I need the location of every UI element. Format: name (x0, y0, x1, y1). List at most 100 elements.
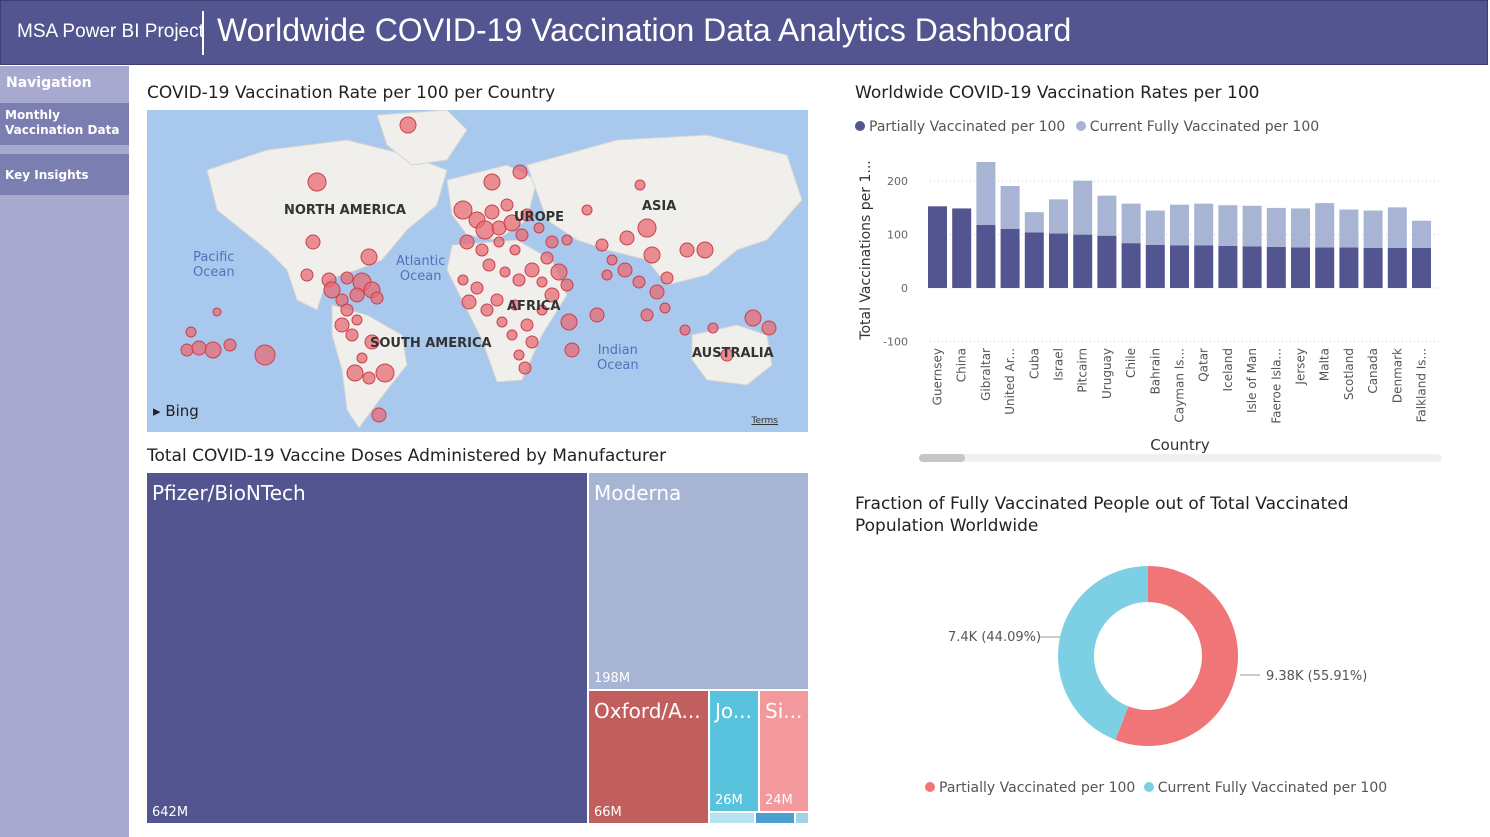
bar-fully[interactable] (1121, 203, 1141, 244)
bar-partial[interactable] (1073, 234, 1093, 288)
bar-fully[interactable] (1315, 203, 1335, 248)
bar-partial[interactable] (1315, 247, 1335, 288)
x-tick-label: Malta (1318, 348, 1332, 381)
bar-partial[interactable] (1000, 228, 1020, 288)
bar-partial[interactable] (1291, 247, 1310, 288)
bar-partial[interactable] (1121, 243, 1141, 288)
x-tick-label: Jersey (1294, 348, 1308, 386)
bar-partial[interactable] (1170, 245, 1189, 288)
treemap-tile-pfizer[interactable]: Pfizer/BioNTech 642M (147, 473, 587, 823)
treemap-tile-johnson[interactable]: Jo... 26M (710, 691, 758, 811)
legend-item-fully[interactable]: Current Fully Vaccinated per 100 (1143, 780, 1387, 796)
legend-swatch-partial (925, 782, 935, 792)
manufacturer-treemap: Pfizer/BioNTech 642M Moderna 198M Oxford… (147, 473, 808, 823)
legend-item-partial[interactable]: Partially Vaccinated per 100 (855, 119, 1065, 135)
bar-partial[interactable] (1412, 247, 1431, 288)
bar-fully[interactable] (1170, 204, 1189, 246)
y-axis-label: Total Vaccinations per 1... (858, 160, 874, 340)
nav-item-monthly-vaccination-data[interactable]: Monthly Vaccination Data (0, 103, 129, 145)
treemap-title: Total COVID-19 Vaccine Doses Administere… (147, 446, 667, 466)
bar-fully[interactable] (1266, 207, 1286, 247)
treemap-tile-moderna[interactable]: Moderna 198M (589, 473, 808, 689)
bar-fully[interactable] (976, 161, 996, 225)
x-tick-label: Falkland Is... (1415, 348, 1429, 422)
bar-partial[interactable] (1218, 245, 1238, 288)
nav-item-label-line2: Vaccination Data (5, 123, 120, 137)
bar-partial[interactable] (1363, 247, 1383, 288)
bar-partial[interactable] (1387, 247, 1407, 288)
treemap-tile-other-3[interactable] (796, 813, 808, 823)
project-name: MSA Power BI Project (17, 21, 204, 42)
continent-label-asia: ASIA (642, 199, 677, 214)
bar-partial[interactable] (1266, 246, 1286, 288)
y-tick-label: 0 (901, 282, 908, 295)
x-tick-label: Cayman Is... (1173, 348, 1187, 423)
legend-swatch-fully (1075, 121, 1086, 131)
legend-item-fully[interactable]: Current Fully Vaccinated per 100 (1075, 119, 1319, 135)
ocean-label-indian: Indian Ocean (597, 343, 639, 373)
x-tick-label: Guernsey (931, 348, 945, 405)
tile-name: Oxford/A... (594, 699, 701, 723)
bar-fully[interactable] (1194, 203, 1214, 246)
bar-fully[interactable] (1291, 208, 1310, 248)
legend-swatch-fully (1143, 782, 1154, 792)
x-tick-label: Denmark (1390, 348, 1404, 403)
bar-partial[interactable] (1024, 232, 1044, 288)
bar-partial[interactable] (1097, 235, 1117, 288)
donut-slice-fully[interactable] (1058, 566, 1148, 740)
bar-partial[interactable] (1242, 246, 1262, 288)
treemap-tile-oxford[interactable]: Oxford/A... 66M (589, 691, 708, 823)
treemap-tile-other-1[interactable] (710, 813, 754, 823)
treemap-tile-other-2[interactable] (756, 813, 794, 823)
bar-fully[interactable] (1073, 180, 1093, 235)
tile-name: Moderna (594, 481, 682, 505)
scrollbar-thumb[interactable] (919, 454, 965, 462)
legend-item-partial[interactable]: Partially Vaccinated per 100 (925, 780, 1135, 796)
bar-partial[interactable] (1339, 247, 1359, 288)
bar-fully[interactable] (1242, 205, 1262, 247)
donut-chart (1040, 566, 1260, 746)
bar-chart-scrollbar[interactable] (919, 454, 1442, 462)
tile-name: Si... (765, 699, 803, 723)
x-tick-label: Iceland (1221, 348, 1235, 391)
x-tick-label: Israel (1052, 348, 1066, 381)
y-tick-label: 200 (887, 175, 908, 188)
donut-legend: Partially Vaccinated per 100 Current Ful… (925, 780, 1387, 796)
bar-fully[interactable] (1218, 205, 1238, 246)
bar-fully[interactable] (1000, 186, 1020, 229)
tile-value: 66M (594, 805, 622, 820)
treemap-tile-sinopharm[interactable]: Si... 24M (760, 691, 808, 811)
bar-partial[interactable] (1145, 244, 1165, 288)
bing-logo: ▸ Bing (153, 402, 199, 420)
bar-fully[interactable] (1387, 207, 1407, 248)
bar-partial[interactable] (952, 208, 972, 288)
bubble-map[interactable]: NORTH AMERICA UROPE ASIA AFRICA SOUTH AM… (147, 110, 808, 432)
bar-partial[interactable] (1049, 233, 1068, 288)
x-tick-label: Isle of Man (1245, 348, 1259, 413)
bar-fully[interactable] (1339, 209, 1359, 248)
nav-item-label: Key Insights (5, 168, 89, 182)
vaccination-bubbles (180, 116, 777, 423)
x-tick-label: Canada (1366, 348, 1380, 394)
nav-item-key-insights[interactable]: Key Insights (0, 154, 129, 195)
bar-fully[interactable] (1024, 212, 1044, 233)
bar-fully[interactable] (1145, 210, 1165, 245)
x-tick-label: Uruguay (1100, 348, 1114, 399)
bar-fully[interactable] (1097, 195, 1117, 236)
sidebar: Navigation Monthly Vaccination Data Key … (0, 66, 129, 837)
donut-slice-partial[interactable] (1115, 566, 1238, 746)
bar-fully[interactable] (1363, 210, 1383, 248)
donut-label-partial: 9.38K (55.91%) (1266, 669, 1368, 684)
continent-label-north-america: NORTH AMERICA (284, 203, 406, 218)
terms-link[interactable]: Terms (751, 416, 778, 426)
bar-partial[interactable] (928, 206, 947, 288)
donut-label-fully: 7.4K (44.09%) (948, 630, 1042, 645)
tile-value: 24M (765, 793, 793, 808)
bar-partial[interactable] (976, 224, 996, 288)
x-tick-label: Pitcairn (1076, 348, 1090, 393)
bar-partial[interactable] (1194, 245, 1214, 288)
bar-fully[interactable] (1412, 220, 1431, 248)
x-tick-label: Faeroe Isla... (1269, 348, 1283, 424)
bar-fully[interactable] (1049, 199, 1068, 234)
tile-name: Jo... (715, 699, 752, 723)
